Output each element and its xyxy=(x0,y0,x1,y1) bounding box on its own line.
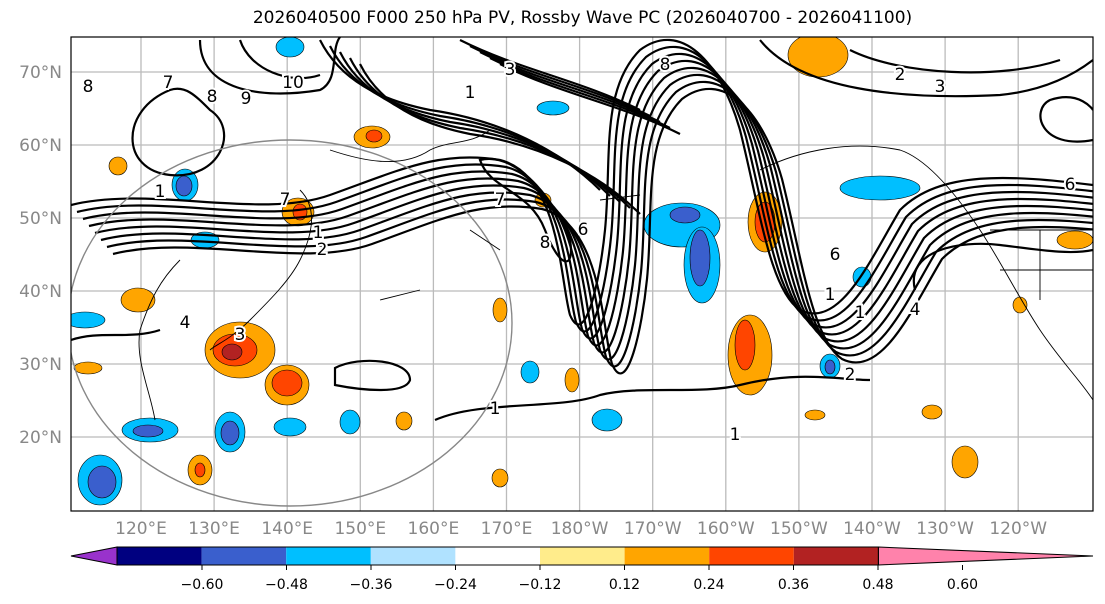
latitude-label: 20°N xyxy=(19,428,62,448)
longitude-label: 170°W xyxy=(624,519,682,539)
contour-label: 2 xyxy=(895,65,906,85)
contour-label: 8 xyxy=(207,87,218,107)
longitude-label: 150°E xyxy=(334,519,386,539)
colorbar-segment xyxy=(201,547,287,565)
longitude-label: 130°W xyxy=(916,519,974,539)
contour-label: 1 xyxy=(490,399,501,419)
contour-label: 3 xyxy=(505,60,516,80)
pv-contour-line xyxy=(71,38,1093,326)
contour-label: 9 xyxy=(241,89,252,109)
pv-contour-line xyxy=(76,45,1093,333)
contour-label: 2 xyxy=(845,365,856,385)
colorbar-segment xyxy=(540,547,625,565)
contour-label: 1 xyxy=(730,425,741,445)
contour-label: 7 xyxy=(280,190,291,210)
latitude-label: 60°N xyxy=(19,136,62,156)
contour-label: 8 xyxy=(83,77,94,97)
contour-label: 3 xyxy=(235,325,246,345)
rossby-wave-region-circle xyxy=(71,139,513,507)
contour-label: 10 xyxy=(282,73,304,93)
contour-label: 1 xyxy=(155,182,166,202)
pv-contours xyxy=(71,37,1093,375)
colorbar-extend-max xyxy=(877,546,1094,566)
longitude-label: 140°E xyxy=(261,519,313,539)
contour-label: 4 xyxy=(180,313,191,333)
pv-contour-line xyxy=(759,39,1093,98)
colorbar-segment xyxy=(624,547,710,565)
colorbar-segment xyxy=(709,547,794,565)
pv-contour-line xyxy=(82,52,1093,340)
latitude-label: 50°N xyxy=(19,209,62,229)
latitude-label: 40°N xyxy=(19,282,62,302)
pv-contour-line xyxy=(94,66,1093,354)
contour-label: 4 xyxy=(910,300,921,320)
contour-label: 7 xyxy=(163,73,174,93)
pv-contour-line xyxy=(849,49,1061,74)
longitude-label: 130°E xyxy=(188,519,240,539)
pv-contour-line xyxy=(112,87,1093,375)
colorbar: −0.60 −0.48 −0.36 −0.24 −0.12 0.12 0.24 0.36 0.4… xyxy=(70,546,1094,593)
colorbar-segment xyxy=(286,547,371,565)
longitude-label: 170°E xyxy=(481,519,533,539)
contour-label: 1 xyxy=(313,223,324,243)
contour-label: 2 xyxy=(317,240,328,260)
longitude-label: 160°W xyxy=(697,519,755,539)
colorbar-segment xyxy=(370,547,456,565)
contour-label: 1 xyxy=(825,285,836,305)
pv-anomaly-shading xyxy=(71,37,1093,506)
colorbar-tick-label: 0.48 xyxy=(862,577,893,593)
contour-label: 6 xyxy=(578,220,589,240)
longitude-label: 120°W xyxy=(989,519,1047,539)
colorbar-tick-label: −0.36 xyxy=(350,577,393,593)
contour-label: 3 xyxy=(935,77,946,97)
latitude-label: 30°N xyxy=(19,355,62,375)
colorbar-tick-label: −0.24 xyxy=(434,577,477,593)
longitude-label: 120°E xyxy=(115,519,167,539)
map-title: 2026040500 F000 250 hPa PV, Rossby Wave … xyxy=(252,8,913,28)
colorbar-tick-label: −0.60 xyxy=(181,577,224,593)
colorbar-outline xyxy=(116,546,879,566)
map-frame xyxy=(70,36,1094,512)
colorbar-segment xyxy=(793,547,879,565)
colorbar-segment xyxy=(117,547,202,565)
colorbar-segment xyxy=(455,547,540,565)
colorbar-tick-label: −0.48 xyxy=(265,577,308,593)
contour-label: 8 xyxy=(660,55,671,75)
longitude-label: 150°W xyxy=(770,519,828,539)
pv-contour-line xyxy=(198,37,341,95)
latitude-label: 70°N xyxy=(19,63,62,83)
longitude-label: 180°W xyxy=(551,519,609,539)
contour-label: 8 xyxy=(540,233,551,253)
contour-label: 6 xyxy=(830,245,841,265)
colorbar-tick-label: 0.24 xyxy=(693,577,724,593)
contour-label: 7 xyxy=(495,190,506,210)
pv-contour-line xyxy=(88,59,1093,347)
pv-contour-line xyxy=(359,63,681,215)
contour-label: 1 xyxy=(855,303,866,323)
longitude-label: 140°W xyxy=(843,519,901,539)
colorbar-tick-label: −0.12 xyxy=(519,577,562,593)
colorbar-tick-label: 0.12 xyxy=(609,577,640,593)
colorbar-extend-min xyxy=(70,546,118,566)
contour-label: 1 xyxy=(465,83,476,103)
coastlines xyxy=(138,129,1093,421)
pv-closed-contours xyxy=(71,87,1093,422)
colorbar-tick-label: 0.60 xyxy=(947,577,978,593)
pv-contour-line xyxy=(100,73,1093,361)
pv-contour-line xyxy=(238,39,321,80)
contour-label: 6 xyxy=(1065,175,1076,195)
colorbar-tick-label: 0.36 xyxy=(778,577,809,593)
longitude-label: 160°E xyxy=(408,519,460,539)
pv-contour-line xyxy=(106,80,1093,368)
